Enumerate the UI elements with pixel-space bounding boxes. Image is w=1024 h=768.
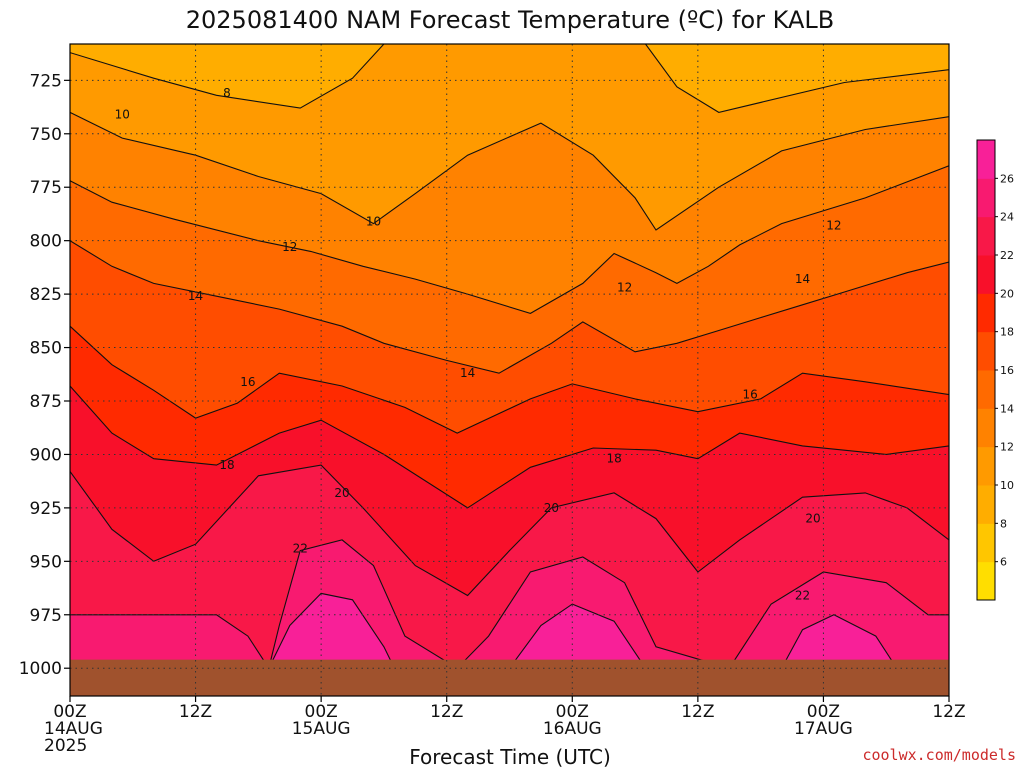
contour-label: 10	[366, 214, 381, 228]
contour-16	[70, 325, 949, 434]
colorbar-swatch	[977, 178, 995, 218]
y-tick-label: 775	[30, 178, 62, 198]
contour-12	[70, 165, 949, 314]
contour-18	[70, 385, 949, 509]
contour-label: 16	[240, 375, 255, 389]
x-tick-label: 12Z	[681, 702, 714, 722]
x-axis-label: Forecast Time (UTC)	[409, 745, 611, 768]
colorbar-label: 24	[1000, 211, 1014, 224]
colorbar-label: 22	[1000, 249, 1014, 262]
contour-label: 20	[334, 486, 349, 500]
contour-label: 12	[826, 219, 841, 233]
colorbar-label: 20	[1000, 287, 1014, 300]
temperature-fill-bands	[70, 44, 949, 696]
colorbar-swatch	[977, 446, 995, 486]
colorbar-swatch	[977, 408, 995, 448]
x-tick-label: 12Z	[932, 702, 965, 722]
contour-label: 14	[460, 366, 475, 380]
y-tick-label: 975	[30, 606, 62, 626]
y-tick-label: 825	[30, 285, 62, 305]
contour-24	[268, 592, 395, 669]
x-tick-label: 00Z	[807, 702, 840, 722]
y-tick-label: 725	[30, 71, 62, 91]
y-tick-label: 750	[30, 125, 62, 145]
contour-label: 8	[223, 86, 231, 100]
x-tick-label: 16AUG	[543, 719, 602, 739]
contour-24	[509, 603, 646, 669]
colorbar-swatch	[977, 523, 995, 563]
chart-title: 2025081400 NAM Forecast Temperature (ºC)…	[186, 6, 835, 34]
colorbar-swatch	[977, 370, 995, 409]
colorbar-label: 16	[1000, 364, 1014, 377]
pressure-axis: 725 750 775 800 825 850 875 900 925 950 975 1000	[19, 71, 70, 679]
contour-label: 10	[115, 108, 130, 122]
colorbar-swatch	[977, 331, 995, 371]
colorbar-label: 12	[1000, 441, 1014, 454]
colorbar-label: 10	[1000, 479, 1014, 492]
terrain-surface	[70, 659, 949, 696]
colorbar-label: 14	[1000, 402, 1014, 415]
contour-label: 12	[617, 281, 632, 295]
warm-core-1	[509, 604, 646, 669]
contour-8	[70, 44, 949, 113]
y-tick-label: 900	[30, 445, 62, 465]
contour-label: 14	[795, 272, 810, 286]
contour-22	[70, 539, 949, 670]
colorbar-swatch	[977, 561, 995, 601]
x-tick-label: 00Z	[556, 702, 589, 722]
x-tick-label: 00Z	[305, 702, 338, 722]
contour-label: 16	[743, 388, 758, 402]
colorbar-swatch	[977, 293, 995, 333]
contour-20	[70, 464, 949, 597]
contour-label: 20	[805, 512, 820, 526]
x-tick-label: 2025	[44, 736, 87, 756]
x-tick-label: 12Z	[179, 702, 212, 722]
plot-frame	[69, 43, 950, 697]
contour-label: 22	[795, 589, 810, 603]
contour-24	[781, 614, 898, 669]
y-tick-label: 950	[30, 552, 62, 572]
contour-label: 18	[607, 452, 622, 466]
y-tick-label: 925	[30, 499, 62, 519]
contour-label-group: 8 10 10 12 12 12 14 14 14 16 16 18 18 20 20 20 22 22	[115, 86, 842, 602]
warm-core-2	[781, 614, 897, 669]
contour-label: 18	[219, 458, 234, 472]
x-tick-label: 12Z	[430, 702, 463, 722]
colorbar-label: 6	[1000, 556, 1007, 569]
colorbar: 6 8 10 12 14 16 18 20 22 24 26	[976, 139, 1014, 601]
y-tick-label: 1000	[19, 659, 62, 679]
credit-link[interactable]: coolwx.com/models	[862, 746, 1016, 764]
y-tick-label: 800	[30, 232, 62, 252]
contour-14	[70, 240, 949, 374]
contour-label: 20	[544, 501, 559, 515]
contour-lines	[70, 44, 949, 670]
contour-label: 22	[293, 541, 308, 555]
x-tick-label: 14AUG	[44, 719, 103, 739]
y-tick-label: 875	[30, 392, 62, 412]
colorbar-label: 8	[1000, 517, 1007, 530]
warm-core-0	[268, 593, 395, 669]
x-tick-label: 00Z	[53, 702, 86, 722]
colorbar-swatch	[977, 140, 995, 179]
colorbar-label: 18	[1000, 326, 1014, 339]
x-tick-label: 17AUG	[794, 719, 853, 739]
colorbar-swatch	[977, 216, 995, 256]
colorbar-label: 26	[1000, 172, 1014, 185]
contour-label: 14	[188, 289, 203, 303]
colorbar-swatch	[977, 255, 995, 294]
x-tick-label: 15AUG	[292, 719, 351, 739]
y-tick-label: 850	[30, 339, 62, 359]
colorbar-swatch	[977, 485, 995, 524]
terrain-block	[70, 659, 949, 696]
contour-10	[70, 111, 949, 231]
contour-label: 12	[282, 240, 297, 254]
grid-lines	[70, 44, 949, 696]
